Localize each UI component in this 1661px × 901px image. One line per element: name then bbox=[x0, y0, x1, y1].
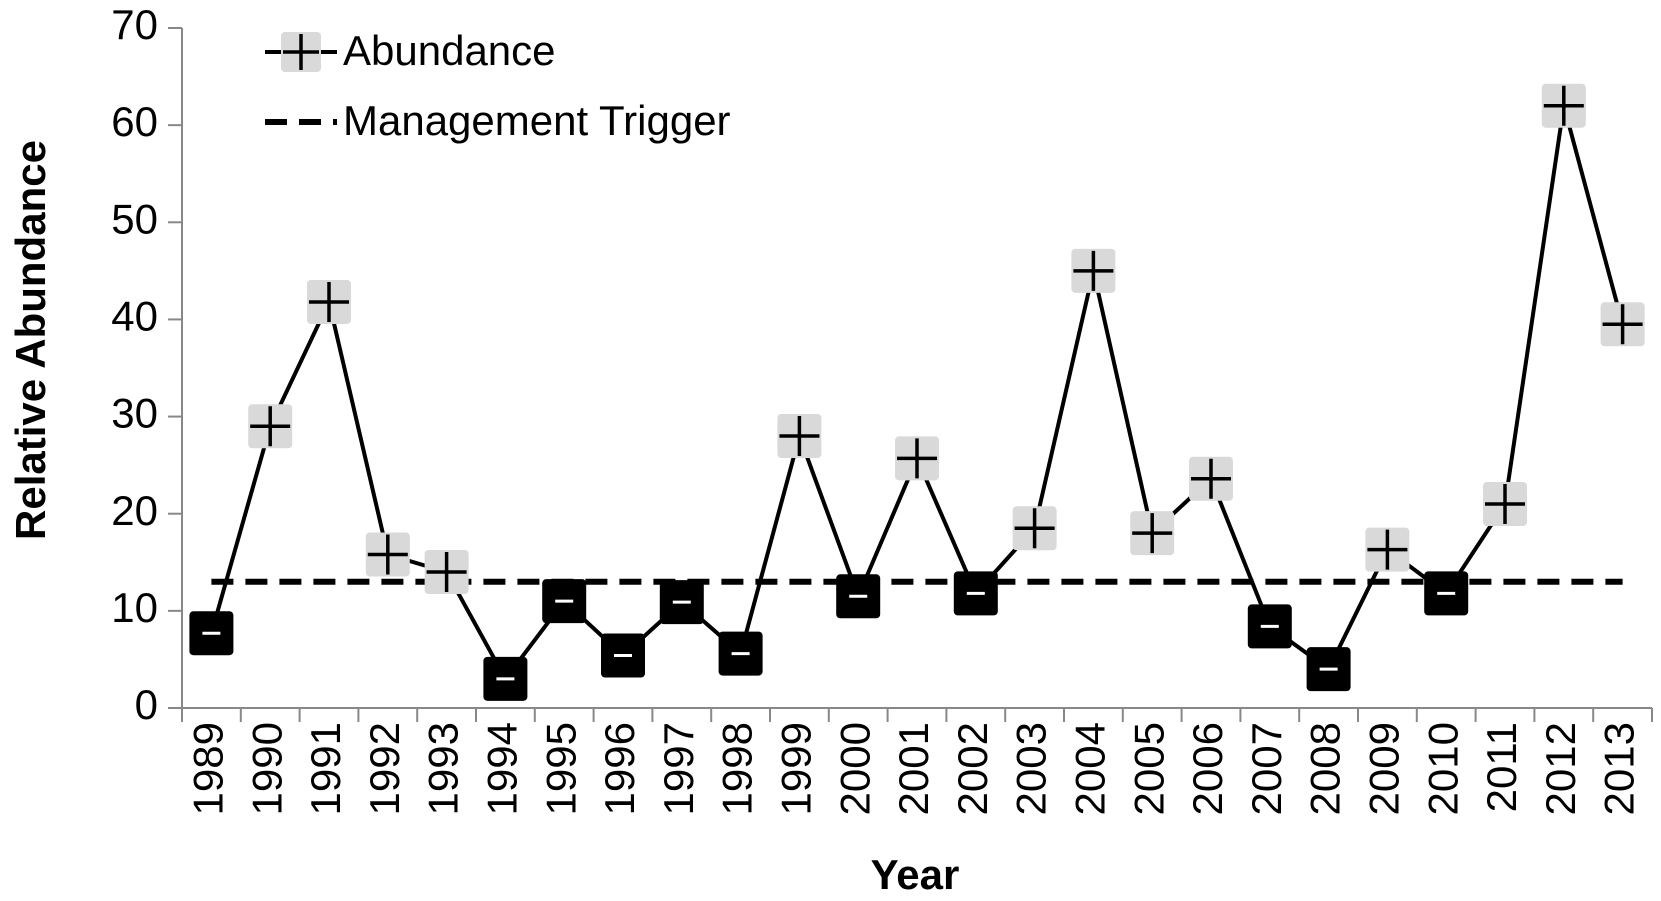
x-tick-label: 1990 bbox=[243, 722, 290, 815]
marker-plus bbox=[1014, 508, 1055, 549]
x-tick-label: 2001 bbox=[890, 722, 937, 815]
marker bbox=[189, 611, 234, 656]
marker-plus bbox=[367, 534, 408, 575]
x-tick-label: 2006 bbox=[1184, 722, 1231, 815]
marker bbox=[248, 404, 293, 449]
x-tick-label: 2009 bbox=[1360, 722, 1407, 815]
marker-plus bbox=[1485, 484, 1525, 524]
x-tick-label: 1995 bbox=[537, 722, 584, 815]
y-tick-label: 50 bbox=[111, 195, 158, 242]
marker bbox=[953, 571, 998, 616]
y-tick-label: 20 bbox=[111, 487, 158, 534]
abundance-line bbox=[209, 105, 1625, 683]
marker bbox=[1071, 248, 1116, 293]
y-tick-label: 70 bbox=[111, 1, 158, 48]
marker bbox=[483, 656, 528, 701]
x-tick-label: 2010 bbox=[1419, 722, 1466, 815]
marker bbox=[424, 550, 469, 594]
marker-plus bbox=[426, 552, 467, 592]
x-tick-label: 2011 bbox=[1478, 722, 1525, 812]
x-tick-label: 2007 bbox=[1243, 722, 1290, 815]
x-tick-label: 2004 bbox=[1066, 722, 1113, 815]
marker bbox=[1483, 482, 1527, 526]
marker bbox=[601, 633, 645, 678]
x-tick-label: 1999 bbox=[772, 722, 819, 815]
x-tick-label: 2008 bbox=[1302, 722, 1349, 815]
marker bbox=[1365, 527, 1410, 572]
marker-plus bbox=[779, 416, 820, 456]
x-tick-label: 2012 bbox=[1537, 722, 1584, 815]
x-tick-label: 2002 bbox=[949, 722, 996, 815]
x-tick-label: 2005 bbox=[1125, 722, 1172, 815]
y-tick-label: 60 bbox=[111, 98, 158, 145]
marker bbox=[542, 579, 587, 624]
x-tick-label: 1992 bbox=[361, 722, 408, 815]
marker-plus bbox=[309, 281, 349, 322]
marker bbox=[1247, 604, 1292, 649]
marker-plus bbox=[1602, 304, 1643, 345]
x-axis-title: Year bbox=[871, 851, 960, 898]
x-tick-label: 1993 bbox=[420, 722, 467, 815]
marker bbox=[1306, 647, 1351, 692]
x-tick-label: 1996 bbox=[596, 722, 643, 815]
marker-plus bbox=[1073, 250, 1114, 291]
marker bbox=[1541, 83, 1586, 128]
x-tick-label: 2013 bbox=[1596, 722, 1643, 815]
y-axis-title: Relative Abundance bbox=[7, 140, 54, 540]
y-tick-label: 10 bbox=[111, 584, 158, 631]
x-tick-label: 2000 bbox=[831, 722, 878, 815]
marker bbox=[895, 436, 939, 481]
marker-plus bbox=[1132, 513, 1173, 554]
marker bbox=[718, 631, 763, 676]
marker bbox=[1189, 456, 1233, 501]
marker bbox=[659, 580, 704, 625]
marker bbox=[836, 574, 881, 619]
x-tick-label: 1998 bbox=[714, 722, 761, 815]
x-tick-label: 1997 bbox=[655, 722, 702, 815]
marker-plus bbox=[897, 438, 937, 479]
legend-label: Abundance bbox=[343, 27, 556, 74]
x-tick-label: 2003 bbox=[1008, 722, 1055, 815]
legend-plus bbox=[283, 34, 319, 70]
y-tick-label: 0 bbox=[135, 681, 158, 728]
marker bbox=[1130, 511, 1175, 556]
marker bbox=[307, 279, 351, 324]
legend-label: Management Trigger bbox=[343, 97, 731, 144]
x-tick-label: 1991 bbox=[302, 722, 349, 815]
marker-plus bbox=[1191, 458, 1231, 499]
x-tick-label: 1994 bbox=[478, 722, 525, 815]
y-tick-label: 40 bbox=[111, 293, 158, 340]
marker bbox=[1012, 506, 1057, 551]
marker-plus bbox=[250, 406, 291, 447]
marker bbox=[1600, 302, 1645, 347]
y-tick-label: 30 bbox=[111, 390, 158, 437]
marker bbox=[777, 414, 822, 458]
marker-plus bbox=[1543, 85, 1584, 126]
marker-plus bbox=[1367, 529, 1408, 570]
marker bbox=[365, 532, 410, 577]
x-tick-label: 1989 bbox=[184, 722, 231, 815]
marker bbox=[1424, 571, 1469, 616]
